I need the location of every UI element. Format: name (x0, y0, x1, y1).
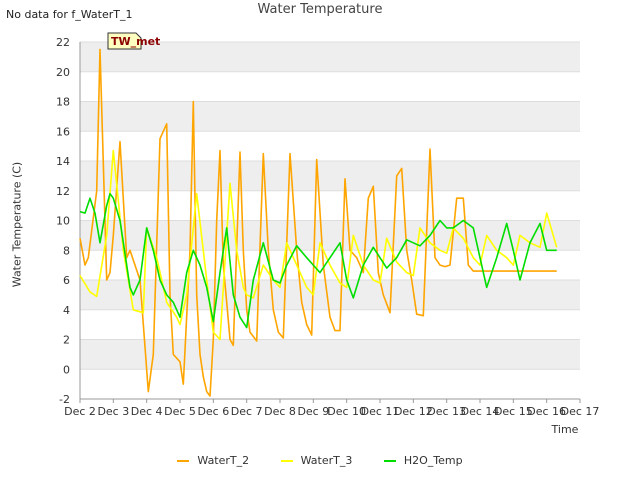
x-tick-label: Dec 16 (527, 405, 566, 418)
y-tick-label: 16 (56, 125, 70, 138)
x-tick-label: Dec 11 (361, 405, 400, 418)
x-tick-label: Dec 7 (231, 405, 263, 418)
legend-swatch (383, 460, 396, 462)
legend: WaterT_2 WaterT_3 H2O_Temp (0, 454, 640, 467)
chart-title: Water Temperature (257, 2, 383, 17)
legend-label: WaterT_2 (197, 454, 250, 467)
x-tick-label: Dec 12 (394, 405, 433, 418)
x-tick-label: Dec 4 (131, 405, 163, 418)
y-tick-label: 6 (63, 274, 70, 287)
y-tick-label: 8 (63, 244, 70, 257)
legend-item-watert-3: WaterT_3 (280, 454, 353, 467)
y-tick-label: 22 (56, 36, 70, 49)
x-tick-label: Dec 14 (461, 405, 500, 418)
legend-swatch (177, 460, 190, 462)
legend-item-h2o-temp: H2O_Temp (383, 454, 463, 467)
grid-band (80, 339, 580, 370)
series-line-watert-2 (79, 48, 557, 397)
grid-band (80, 101, 580, 132)
x-tick-label: Dec 9 (297, 405, 329, 418)
legend-label: H2O_Temp (403, 454, 463, 467)
x-tick-label: Dec 17 (561, 405, 600, 418)
x-tick-label: Dec 8 (264, 405, 296, 418)
y-tick-label: 14 (56, 155, 70, 168)
y-tick-label: 10 (56, 215, 70, 228)
grid-band (80, 220, 580, 251)
series-line-h2o-temp (79, 192, 557, 329)
y-tick-label: 18 (56, 96, 70, 109)
y-tick-label: -2 (59, 393, 70, 406)
y-tick-label: 12 (56, 185, 70, 198)
x-tick-label: Dec 2 (64, 405, 96, 418)
y-tick-label: 0 (63, 363, 70, 376)
annotation-tag (107, 32, 142, 50)
x-tick-label: Dec 3 (97, 405, 129, 418)
x-tick-label: Dec 13 (427, 405, 466, 418)
y-tick-label: 4 (63, 304, 70, 317)
x-tick-label: Dec 15 (494, 405, 533, 418)
x-tick-label: Dec 10 (327, 405, 366, 418)
x-tick-label: Dec 6 (197, 405, 229, 418)
legend-swatch (280, 460, 293, 462)
annotation-label: TW_met (111, 35, 160, 48)
legend-label: WaterT_3 (300, 454, 353, 467)
x-axis-label: Time (551, 423, 579, 436)
legend-item-watert-2: WaterT_2 (177, 454, 249, 467)
no-data-notice: No data for f_WaterT_1 (6, 8, 133, 21)
grid-band (80, 42, 580, 72)
y-tick-label: 20 (56, 66, 70, 79)
grid-band (80, 161, 580, 191)
y-tick-label: 2 (63, 334, 70, 347)
x-tick-label: Dec 5 (164, 405, 196, 418)
